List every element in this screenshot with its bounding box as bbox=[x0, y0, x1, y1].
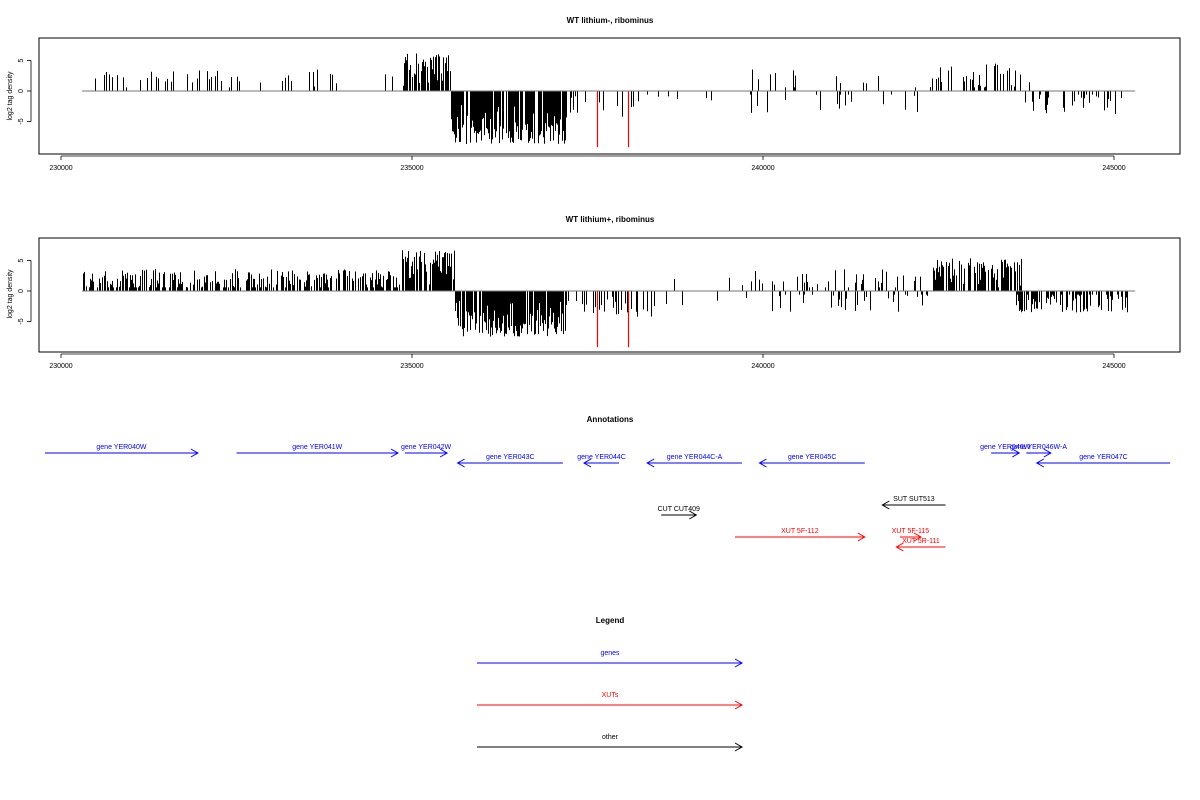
arrowhead bbox=[881, 500, 890, 510]
y-tick-label: -5 bbox=[18, 318, 25, 324]
feature-cut-cut409: CUT CUT409 bbox=[658, 506, 700, 520]
x-tick-label: 235000 bbox=[400, 165, 423, 172]
feature-xut-5r-111: XUT 5R-111 bbox=[895, 538, 946, 552]
feature-label: CUT CUT409 bbox=[658, 506, 700, 513]
arrowhead bbox=[1043, 448, 1052, 458]
panel2-frame bbox=[38, 237, 1181, 353]
arrowhead bbox=[1035, 458, 1045, 468]
feature-label: gene YER044C-A bbox=[667, 454, 723, 461]
panel1-title: WT lithium-, ribominus bbox=[567, 16, 654, 25]
y-tick-label: 0 bbox=[18, 89, 25, 93]
feature-xut-5f-115: XUT 5F-115 bbox=[892, 528, 930, 542]
arrowhead bbox=[734, 700, 744, 710]
panel2-bars bbox=[82, 250, 1136, 348]
feature-label: gene YER042W bbox=[401, 444, 451, 451]
arrowhead bbox=[857, 532, 866, 542]
legend-entries: genes XUTs other bbox=[477, 650, 744, 752]
legend-label: other bbox=[602, 734, 619, 741]
panel1-ylabel: log2 tag density bbox=[7, 71, 14, 121]
feature-label: XUT 5F-115 bbox=[892, 528, 930, 535]
feature-label: gene YER045C bbox=[788, 454, 837, 461]
arrowhead bbox=[1011, 448, 1021, 458]
feature-gene-yer042w: gene YER042W bbox=[401, 444, 451, 458]
x-tick-label: 230000 bbox=[49, 165, 72, 172]
feature-gene-yer041w: gene YER041W bbox=[236, 444, 399, 458]
arrowhead bbox=[913, 532, 922, 542]
feature-label: XUT 5R-111 bbox=[902, 538, 940, 545]
annotations-panel: Annotations gene YER040W gene YER041W gene… bbox=[45, 415, 1171, 552]
legend-label: XUTs bbox=[602, 692, 619, 699]
feature-label: gene YER043C bbox=[486, 454, 535, 461]
arrowhead bbox=[439, 448, 449, 458]
x-tick-label: 235000 bbox=[400, 363, 423, 370]
y-tick-label: 5 bbox=[18, 58, 25, 62]
annotation-features: gene YER040W gene YER041W gene YER042W gene… bbox=[45, 444, 1171, 552]
arrowhead bbox=[646, 458, 655, 468]
x-tick-label: 245000 bbox=[1102, 165, 1125, 172]
panel2-yaxis: 5 0 -5 bbox=[18, 258, 32, 325]
legend-panel: Legend genes XUTs other bbox=[477, 616, 744, 752]
arrowhead bbox=[390, 448, 399, 458]
x-tick-label: 230000 bbox=[49, 363, 72, 370]
arrowhead bbox=[734, 742, 744, 752]
legend-label: genes bbox=[600, 650, 620, 657]
feature-label: gene YER046W bbox=[980, 444, 1030, 451]
legend-title: Legend bbox=[596, 616, 625, 625]
panel2-ylabel: log2 tag density bbox=[7, 269, 14, 319]
feature-gene-yer045c: gene YER045C bbox=[758, 454, 865, 468]
legend-entry-other: other bbox=[477, 734, 744, 752]
panel-lithium-minus: WT lithium-, ribominus log2 tag density … bbox=[7, 16, 1181, 172]
panel1-yaxis: 5 0 -5 bbox=[18, 58, 32, 125]
feature-sut-sut513: SUT SUT513 bbox=[881, 496, 946, 510]
feature-gene-yer044c-a: gene YER044C-A bbox=[646, 454, 742, 468]
panel2-xaxis: 230000 235000 240000 245000 bbox=[49, 353, 1126, 370]
panel2-title: WT lithium+, ribominus bbox=[566, 215, 655, 224]
feature-label: gene YER041W bbox=[292, 444, 342, 451]
legend-entry-genes: genes bbox=[477, 650, 744, 668]
feature-label: gene YER044C bbox=[577, 454, 626, 461]
feature-gene-yer046w: gene YER046W bbox=[980, 444, 1031, 458]
y-tick-label: 5 bbox=[18, 258, 25, 262]
arrowhead bbox=[758, 458, 767, 468]
feature-gene-yer043c: gene YER043C bbox=[456, 454, 563, 468]
panel1-xaxis: 230000 235000 240000 245000 bbox=[49, 155, 1126, 172]
arrowhead bbox=[689, 510, 698, 520]
x-tick-label: 240000 bbox=[751, 363, 774, 370]
feature-xut-5f-112: XUT 5F-112 bbox=[734, 528, 866, 542]
y-tick-label: 0 bbox=[18, 289, 25, 293]
annotations-title: Annotations bbox=[587, 415, 634, 424]
panel1-frame bbox=[38, 37, 1181, 155]
panel-lithium-plus: WT lithium+, ribominus log2 tag density … bbox=[7, 215, 1181, 370]
y-tick-label: -5 bbox=[18, 118, 25, 124]
feature-gene-yer046w-a: gene YER046W-A bbox=[1010, 444, 1067, 458]
arrowhead bbox=[895, 542, 904, 552]
x-tick-label: 245000 bbox=[1102, 363, 1125, 370]
arrowhead bbox=[190, 448, 199, 458]
arrowhead bbox=[456, 458, 465, 468]
panel1-bars bbox=[82, 53, 1136, 148]
feature-label: gene YER046W-A bbox=[1010, 444, 1067, 451]
feature-gene-yer047c: gene YER047C bbox=[1035, 454, 1171, 468]
feature-label: gene YER047C bbox=[1079, 454, 1128, 461]
feature-label: XUT 5F-112 bbox=[781, 528, 819, 535]
feature-gene-yer044c: gene YER044C bbox=[577, 454, 626, 468]
feature-label: gene YER040W bbox=[96, 444, 146, 451]
x-tick-label: 240000 bbox=[751, 165, 774, 172]
feature-gene-yer040w: gene YER040W bbox=[45, 444, 199, 458]
arrowhead bbox=[734, 658, 744, 668]
arrowhead bbox=[582, 458, 592, 468]
feature-label: SUT SUT513 bbox=[893, 496, 935, 503]
legend-entry-xuts: XUTs bbox=[477, 692, 744, 710]
